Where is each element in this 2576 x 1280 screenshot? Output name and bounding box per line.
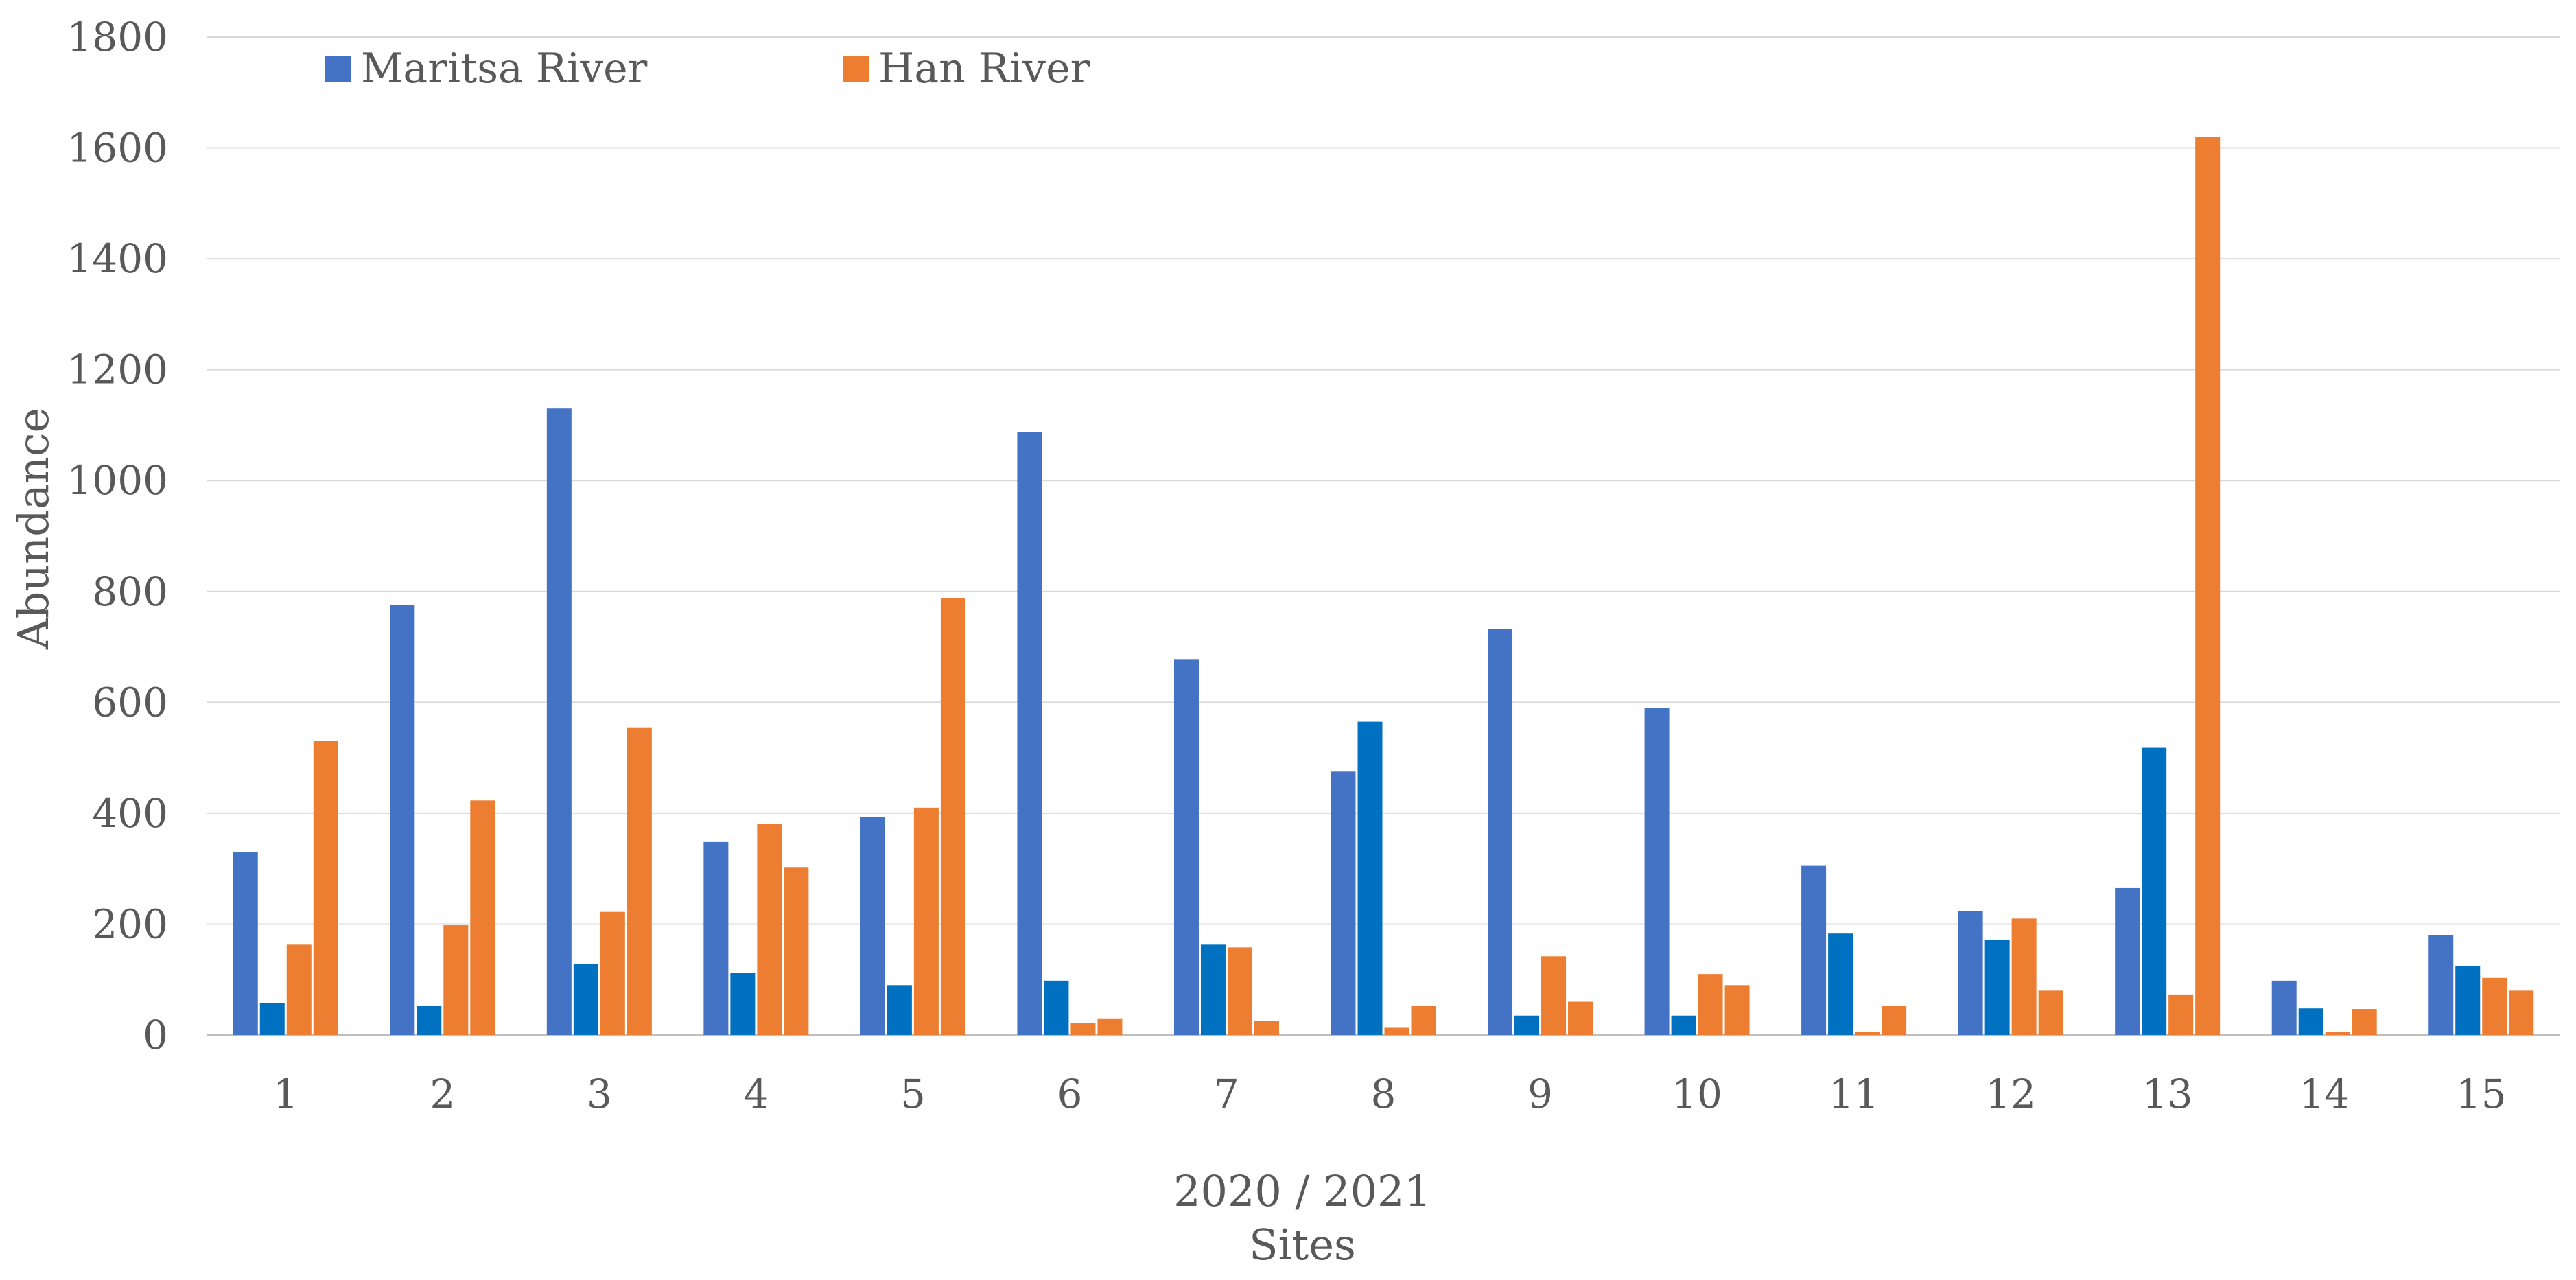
bar bbox=[233, 852, 258, 1035]
x-tick-label: 14 bbox=[2299, 1071, 2350, 1117]
bar bbox=[703, 841, 729, 1035]
y-tick-label: 400 bbox=[92, 790, 168, 837]
y-tick-label: 1800 bbox=[67, 14, 168, 60]
bar bbox=[1568, 1001, 1593, 1035]
bar bbox=[443, 925, 469, 1035]
y-tick-label: 1000 bbox=[67, 457, 168, 504]
bar bbox=[1097, 1018, 1123, 1035]
y-tick-label: 200 bbox=[92, 900, 168, 947]
x-tick-label: 7 bbox=[1214, 1071, 1239, 1117]
x-axis-ticks: 1 2 3 4 5 6 7 8 9 10 11 12 13 14 15 bbox=[273, 1071, 2507, 1117]
x-tick-label: 4 bbox=[743, 1071, 769, 1117]
bar bbox=[1984, 940, 2010, 1035]
bar bbox=[2038, 990, 2063, 1035]
legend: Maritsa River Han River bbox=[325, 45, 1090, 93]
x-tick-label: 11 bbox=[1829, 1071, 1880, 1117]
bar bbox=[2325, 1032, 2350, 1035]
bar bbox=[1541, 956, 1567, 1035]
bar bbox=[1200, 944, 1226, 1035]
bar bbox=[600, 911, 625, 1035]
bar bbox=[1227, 947, 1252, 1035]
x-tick-label: 12 bbox=[1985, 1071, 2036, 1117]
y-axis-ticks: 0 200 400 600 800 1000 1200 1400 1600 1800 bbox=[67, 14, 168, 1058]
bar bbox=[2298, 1008, 2323, 1035]
bar bbox=[1644, 708, 1670, 1035]
x-tick-label: 5 bbox=[900, 1071, 926, 1117]
bar bbox=[1331, 771, 1356, 1035]
x-tick-label: 6 bbox=[1057, 1071, 1082, 1117]
bars bbox=[233, 137, 2534, 1035]
bar bbox=[1514, 1015, 1540, 1035]
bar bbox=[417, 1005, 442, 1035]
bar bbox=[627, 727, 652, 1035]
x-tick-label: 3 bbox=[587, 1071, 612, 1117]
bar bbox=[470, 800, 495, 1035]
bar bbox=[757, 824, 782, 1035]
legend-label: Maritsa River bbox=[361, 45, 648, 93]
bar bbox=[286, 944, 312, 1035]
bar bbox=[1357, 721, 1383, 1035]
legend-swatch bbox=[843, 56, 869, 82]
x-tick-label: 15 bbox=[2456, 1071, 2507, 1117]
x-tick-label: 2 bbox=[430, 1071, 455, 1117]
x-axis-label-line1: 2020 / 2021 bbox=[1173, 1166, 1431, 1216]
bar bbox=[940, 598, 965, 1035]
legend-label: Han River bbox=[878, 45, 1090, 93]
bar bbox=[1384, 1027, 1409, 1035]
bar bbox=[1671, 1015, 1696, 1035]
bar bbox=[2428, 935, 2454, 1035]
bar bbox=[2482, 977, 2507, 1035]
bar bbox=[1698, 974, 1723, 1035]
bar bbox=[1017, 432, 1042, 1035]
bar bbox=[1044, 980, 1069, 1035]
bar bbox=[2142, 747, 2167, 1035]
bar bbox=[1173, 659, 1199, 1035]
bar bbox=[2352, 1009, 2377, 1035]
gridlines bbox=[207, 36, 2560, 1036]
bar bbox=[2011, 918, 2037, 1035]
y-tick-label: 1600 bbox=[67, 125, 168, 172]
x-tick-label: 10 bbox=[1672, 1071, 1722, 1117]
bar bbox=[390, 605, 415, 1035]
bar bbox=[2115, 887, 2140, 1035]
x-axis-label-line2: Sites bbox=[1249, 1220, 1356, 1270]
x-tick-label: 1 bbox=[273, 1071, 298, 1117]
y-tick-label: 1200 bbox=[67, 347, 168, 393]
bar bbox=[2168, 994, 2194, 1035]
bar bbox=[1882, 1005, 1907, 1035]
bar bbox=[2195, 137, 2221, 1035]
bar bbox=[730, 973, 756, 1035]
bar bbox=[1855, 1032, 1880, 1035]
bar bbox=[313, 741, 338, 1035]
bar bbox=[913, 807, 939, 1035]
bar bbox=[1828, 933, 1853, 1035]
bar bbox=[259, 1003, 285, 1035]
x-tick-label: 8 bbox=[1371, 1071, 1396, 1117]
legend-swatch bbox=[325, 56, 351, 82]
y-tick-label: 1400 bbox=[67, 235, 168, 282]
bar bbox=[1724, 985, 1750, 1035]
bar bbox=[784, 867, 809, 1035]
x-tick-label: 9 bbox=[1527, 1071, 1553, 1117]
bar bbox=[2509, 990, 2534, 1035]
bar bbox=[1254, 1021, 1279, 1035]
bar bbox=[573, 964, 598, 1035]
bar bbox=[860, 817, 885, 1035]
y-tick-label: 600 bbox=[92, 679, 168, 725]
x-tick-label: 13 bbox=[2142, 1071, 2193, 1117]
bar bbox=[1958, 911, 1983, 1035]
y-tick-label: 0 bbox=[143, 1012, 168, 1058]
y-axis-label: Abundance bbox=[8, 408, 58, 650]
bar bbox=[546, 408, 572, 1035]
bar bbox=[1488, 629, 1513, 1035]
bar bbox=[2271, 980, 2297, 1035]
bar bbox=[1411, 1005, 1436, 1035]
bar bbox=[2455, 966, 2481, 1035]
bar bbox=[887, 985, 912, 1035]
bar bbox=[1801, 865, 1827, 1035]
bar bbox=[1070, 1023, 1096, 1035]
y-tick-label: 800 bbox=[92, 568, 168, 615]
